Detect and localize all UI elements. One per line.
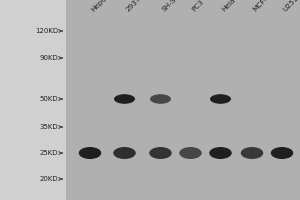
Text: 35KD: 35KD — [40, 124, 59, 130]
Text: U251: U251 — [282, 0, 300, 13]
Ellipse shape — [209, 147, 232, 159]
Ellipse shape — [114, 94, 135, 104]
Ellipse shape — [79, 147, 101, 159]
Text: 20KD: 20KD — [40, 176, 59, 182]
Text: HepG2: HepG2 — [90, 0, 112, 13]
Text: MCF-7: MCF-7 — [252, 0, 272, 13]
Ellipse shape — [150, 94, 171, 104]
Text: 120KD: 120KD — [35, 28, 58, 34]
Text: PC3: PC3 — [190, 0, 205, 13]
Text: 25KD: 25KD — [40, 150, 59, 156]
Ellipse shape — [210, 94, 231, 104]
Text: SH-SY5Y: SH-SY5Y — [160, 0, 187, 13]
Text: 50KD: 50KD — [40, 96, 59, 102]
Text: Hela: Hela — [220, 0, 236, 13]
Ellipse shape — [113, 147, 136, 159]
Text: 90KD: 90KD — [40, 55, 58, 61]
Text: 293T: 293T — [124, 0, 142, 13]
Ellipse shape — [179, 147, 202, 159]
Ellipse shape — [271, 147, 293, 159]
Ellipse shape — [241, 147, 263, 159]
FancyBboxPatch shape — [66, 0, 300, 200]
Ellipse shape — [149, 147, 172, 159]
